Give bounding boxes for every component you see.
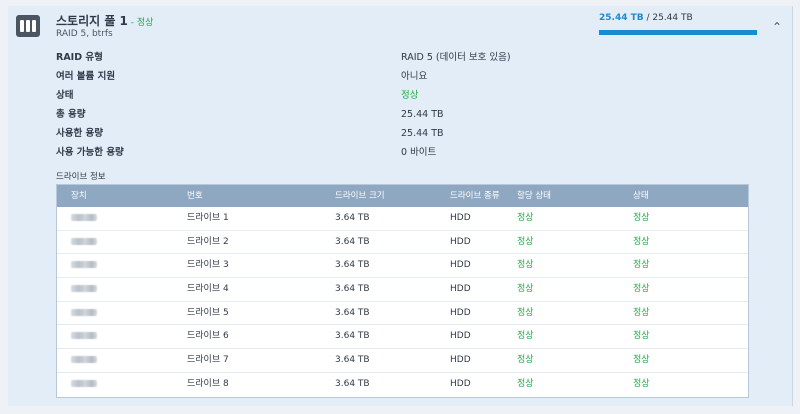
drive-status-cell: 정상 <box>633 378 650 389</box>
drive-status-cell: 정상 <box>633 260 650 271</box>
drive-type-cell: HDD <box>450 260 471 271</box>
drive-status-cell: 정상 <box>633 284 650 295</box>
drive-size-cell: 3.64 TB <box>335 378 370 389</box>
drive-number-cell: 드라이브 6 <box>187 331 229 342</box>
device-name-redacted <box>71 332 97 340</box>
column-header[interactable]: 드라이브 종류 <box>450 191 500 201</box>
drive-type-cell: HDD <box>450 307 471 318</box>
table-row[interactable]: 드라이브 4 3.64 TB HDD 정상 정상 <box>57 278 748 302</box>
allocation-status-cell: 정상 <box>517 331 534 342</box>
column-header[interactable]: 드라이브 크기 <box>335 191 385 201</box>
device-name-redacted <box>71 308 97 316</box>
allocation-status-cell: 정상 <box>517 260 534 271</box>
allocation-status-cell: 정상 <box>517 307 534 318</box>
property-label: 사용한 용량 <box>56 128 104 139</box>
drive-number-cell: 드라이브 7 <box>187 355 229 366</box>
property-label: 총 용량 <box>56 109 86 120</box>
title-separator: - <box>127 18 137 28</box>
drives-section-label: 드라이브 정보 <box>56 172 106 182</box>
allocation-status-cell: 정상 <box>517 355 534 366</box>
storage-pool-panel: 스토리지 풀 1 - 정상 RAID 5, btrfs 25.44 TB / 2… <box>8 6 793 406</box>
device-cell <box>71 278 97 301</box>
column-header[interactable]: 장치 <box>71 191 87 201</box>
drive-size-cell: 3.64 TB <box>335 284 370 295</box>
allocation-status-cell: 정상 <box>517 284 534 295</box>
column-header[interactable]: 번호 <box>187 191 203 201</box>
drive-size-cell: 3.64 TB <box>335 307 370 318</box>
property-value: 25.44 TB <box>401 128 444 139</box>
table-row[interactable]: 드라이브 7 3.64 TB HDD 정상 정상 <box>57 349 748 373</box>
device-cell <box>71 231 97 254</box>
drive-type-cell: HDD <box>450 284 471 295</box>
device-name-redacted <box>71 237 97 245</box>
drive-size-cell: 3.64 TB <box>335 260 370 271</box>
device-cell <box>71 254 97 277</box>
property-value: 정상 <box>401 90 419 101</box>
usage-used: 25.44 TB <box>599 13 644 23</box>
usage-text: 25.44 TB / 25.44 TB <box>599 13 693 23</box>
property-label: 상태 <box>56 90 74 101</box>
table-row[interactable]: 드라이브 1 3.64 TB HDD 정상 정상 <box>57 207 748 231</box>
property-label: 사용 가능한 용량 <box>56 147 124 158</box>
drive-type-cell: HDD <box>450 213 471 223</box>
drive-table-header: 장치 번호 드라이브 크기 드라이브 종류 할당 상태 상태 <box>57 185 748 207</box>
pool-status: 정상 <box>136 18 154 28</box>
pool-subtitle: RAID 5, btrfs <box>56 29 113 39</box>
column-header[interactable]: 할당 상태 <box>517 191 551 201</box>
usage-total: / 25.44 TB <box>643 13 693 23</box>
property-value: RAID 5 (데이터 보호 있음) <box>401 52 511 63</box>
device-cell <box>71 302 97 325</box>
pool-title-line: 스토리지 풀 1 - 정상 <box>56 12 153 29</box>
drive-type-cell: HDD <box>450 236 471 247</box>
device-name-redacted <box>71 261 97 269</box>
table-row[interactable]: 드라이브 6 3.64 TB HDD 정상 정상 <box>57 325 748 350</box>
drive-status-cell: 정상 <box>633 213 650 223</box>
property-value: 25.44 TB <box>401 109 444 120</box>
table-row[interactable]: 드라이브 5 3.64 TB HDD 정상 정상 <box>57 302 748 326</box>
drive-size-cell: 3.64 TB <box>335 331 370 342</box>
device-name-redacted <box>71 214 97 221</box>
device-cell <box>71 207 97 230</box>
table-row[interactable]: 드라이브 8 3.64 TB HDD 정상 정상 <box>57 373 748 396</box>
drive-type-cell: HDD <box>450 331 471 342</box>
device-name-redacted <box>71 356 97 364</box>
device-cell <box>71 349 97 372</box>
drive-size-cell: 3.64 TB <box>335 236 370 247</box>
drive-number-cell: 드라이브 4 <box>187 284 229 295</box>
property-label: RAID 유형 <box>56 52 103 63</box>
drive-number-cell: 드라이브 8 <box>187 378 229 389</box>
allocation-status-cell: 정상 <box>517 378 534 389</box>
property-value: 아니요 <box>401 71 428 82</box>
table-row[interactable]: 드라이브 3 3.64 TB HDD 정상 정상 <box>57 254 748 279</box>
drive-table-body: 드라이브 1 3.64 TB HDD 정상 정상 드라이브 2 3.64 TB HDD 정상 정상… <box>57 207 748 396</box>
drive-status-cell: 정상 <box>633 355 650 366</box>
table-row[interactable]: 드라이브 2 3.64 TB HDD 정상 정상 <box>57 231 748 255</box>
usage-bar-fill <box>599 30 757 35</box>
drive-number-cell: 드라이브 2 <box>187 236 229 247</box>
drive-status-cell: 정상 <box>633 307 650 318</box>
drive-type-cell: HDD <box>450 355 471 366</box>
chevron-up-icon[interactable]: ⌃ <box>771 20 783 34</box>
storage-pool-icon <box>16 15 40 37</box>
property-label: 여러 볼륨 지원 <box>56 71 116 82</box>
drive-number-cell: 드라이브 5 <box>187 307 229 318</box>
drive-table: 장치 번호 드라이브 크기 드라이브 종류 할당 상태 상태 드라이브 1 3.64 TB H… <box>56 184 749 398</box>
drive-type-cell: HDD <box>450 378 471 389</box>
column-header[interactable]: 상태 <box>633 191 649 201</box>
allocation-status-cell: 정상 <box>517 213 534 223</box>
drive-number-cell: 드라이브 3 <box>187 260 229 271</box>
pool-title: 스토리지 풀 1 <box>56 14 128 28</box>
device-cell <box>71 325 97 348</box>
usage-bar <box>599 30 757 35</box>
property-value: 0 바이트 <box>401 147 437 158</box>
drive-size-cell: 3.64 TB <box>335 213 370 223</box>
drive-size-cell: 3.64 TB <box>335 355 370 366</box>
device-cell <box>71 373 97 396</box>
device-name-redacted <box>71 379 97 387</box>
drive-status-cell: 정상 <box>633 236 650 247</box>
device-name-redacted <box>71 285 97 293</box>
drive-number-cell: 드라이브 1 <box>187 213 229 223</box>
drive-status-cell: 정상 <box>633 331 650 342</box>
allocation-status-cell: 정상 <box>517 236 534 247</box>
